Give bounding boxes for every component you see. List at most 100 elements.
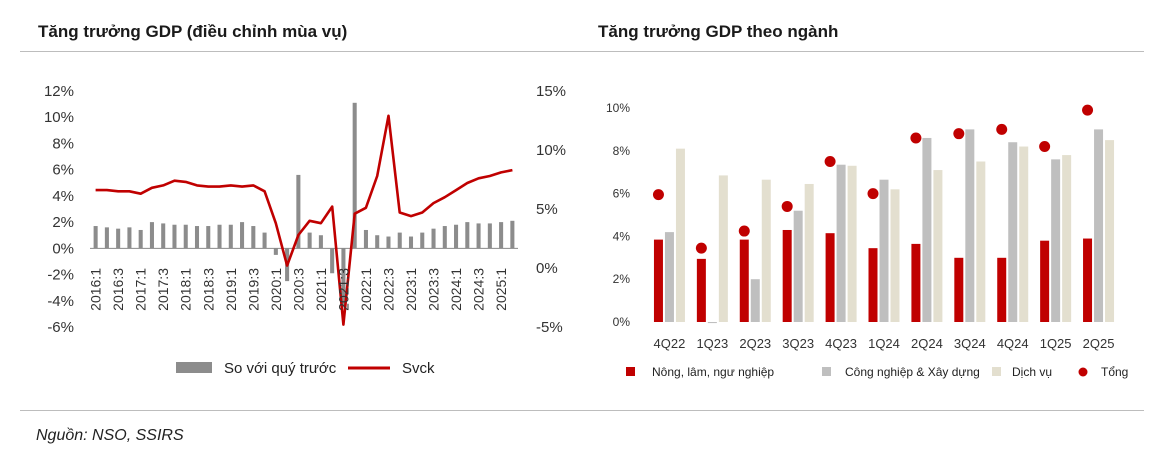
left-axis-tick-label: 0%: [52, 240, 74, 257]
legend-label-total: Tổng: [1101, 365, 1128, 379]
services-bar: [1105, 140, 1115, 322]
total-growth-dot: [824, 156, 836, 167]
right-axis-tick-label: 15%: [536, 83, 566, 100]
left-axis-tick-label: 2%: [52, 214, 74, 231]
legend-label-yoy: Svck: [402, 360, 435, 377]
industry-bar: [836, 164, 846, 322]
services-bar: [675, 148, 685, 322]
legend-swatch-qoq: [176, 362, 212, 373]
legend-swatch-industry: [822, 367, 831, 376]
agriculture-bar: [696, 258, 706, 322]
source-note: Nguồn: NSO, SSIRS: [36, 427, 184, 444]
total-growth-dot: [953, 128, 965, 140]
industry-bar: [793, 210, 803, 322]
x-axis-tick-label: 4Q24: [997, 336, 1029, 351]
qoq-bar: [194, 226, 200, 249]
x-axis-tick-label: 2018:3: [200, 268, 216, 311]
industry-bar: [879, 179, 889, 322]
agriculture-bar: [653, 239, 663, 322]
x-axis-tick-label: 2021:1: [313, 268, 329, 311]
x-axis-tick-label: 2020:3: [290, 268, 306, 311]
qoq-bar: [127, 227, 132, 249]
gdp-seasonally-adjusted-chart: 12% 10% 8% 6% 4% 2% 0% -2% -4% -6% 15% 10% 5% 0% -5% 20…: [44, 83, 566, 377]
qoq-bar: [318, 235, 323, 249]
y-axis-tick-label: 0%: [613, 315, 631, 329]
qoq-bar: [375, 235, 380, 249]
x-axis-tick-label: 2017:3: [155, 268, 171, 311]
qoq-bar: [352, 102, 357, 249]
qoq-bar: [93, 226, 98, 249]
y-axis-tick-label: 6%: [613, 187, 631, 201]
x-axis-tick-label: 2024:1: [448, 268, 464, 311]
left-axis-tick-label: 4%: [52, 188, 74, 205]
industry-bar: [707, 322, 717, 324]
qoq-bar: [476, 223, 481, 249]
x-axis-tick-label: 2022:3: [380, 268, 396, 311]
qoq-bar: [183, 224, 188, 249]
qoq-bar: [465, 222, 470, 249]
total-growth-dot: [910, 132, 922, 144]
industry-bar: [750, 279, 760, 322]
header-divider: [20, 51, 1144, 52]
right-axis-tick-label: -5%: [536, 319, 563, 336]
x-axis-tick-label: 2023:3: [426, 268, 442, 311]
qoq-bar: [251, 226, 256, 249]
x-axis-tick-label: 3Q24: [954, 336, 986, 351]
qoq-bar: [487, 223, 492, 249]
qoq-bar: [363, 229, 368, 249]
legend-swatch-services: [992, 367, 1001, 376]
qoq-bar: [104, 227, 109, 249]
left-axis-tick-label: -4%: [47, 293, 74, 310]
y-axis-tick-label: 8%: [613, 144, 631, 158]
industry-bar: [1008, 142, 1018, 322]
qoq-bar: [420, 232, 425, 249]
yoy-line: [95, 114, 513, 326]
legend-label-qoq: So với quý trước: [224, 360, 337, 377]
x-axis-tick-label: 2022:1: [358, 268, 374, 311]
qoq-bar: [307, 232, 312, 249]
x-axis-tick-label: 2023:1: [403, 268, 419, 311]
industry-bar: [1094, 129, 1104, 322]
qoq-bar: [172, 224, 177, 249]
right-axis-tick-label: 10%: [536, 142, 566, 159]
agriculture-bar: [954, 257, 964, 322]
agriculture-bar: [1083, 238, 1093, 322]
qoq-bar: [206, 226, 211, 249]
services-bar: [1019, 146, 1029, 322]
services-bar: [718, 175, 728, 322]
x-axis-tick-label: 2016:1: [88, 268, 104, 311]
services-bar: [1062, 155, 1072, 322]
left-axis-tick-label: 12%: [44, 83, 74, 100]
legend-swatch-agriculture: [626, 367, 635, 376]
total-growth-dot: [652, 189, 664, 201]
agriculture-bar: [782, 229, 792, 322]
agriculture-bar: [911, 243, 921, 322]
qoq-bar: [149, 222, 154, 249]
x-axis-tick-label: 2021:3: [335, 268, 351, 311]
footer-divider: [20, 410, 1144, 411]
left-axis-tick-label: 10%: [44, 109, 74, 126]
y-axis-tick-label: 2%: [613, 272, 631, 286]
legend-swatch-total: [1078, 367, 1088, 377]
x-axis-tick-label: 2Q24: [911, 336, 943, 351]
x-axis-tick-label: 1Q24: [868, 336, 900, 351]
total-growth-dot: [738, 225, 750, 237]
x-axis-tick-label: 1Q23: [696, 336, 728, 351]
qoq-bar: [341, 248, 346, 308]
qoq-bar: [330, 248, 335, 274]
services-bar: [761, 179, 771, 322]
x-axis-tick-label: 2018:1: [178, 268, 194, 311]
total-growth-dot: [996, 123, 1008, 135]
x-axis-tick-label: 2020:1: [268, 268, 284, 311]
agriculture-bar: [739, 239, 749, 322]
left-axis-tick-label: -6%: [47, 319, 74, 336]
qoq-bar: [262, 232, 267, 249]
services-bar: [847, 165, 857, 322]
qoq-bar: [397, 232, 402, 249]
total-growth-dot: [867, 188, 879, 200]
qoq-bar: [240, 222, 245, 249]
x-axis-tick-label: 2017:1: [133, 268, 149, 311]
qoq-bar: [499, 222, 504, 249]
industry-bar: [922, 137, 932, 322]
right-axis-tick-label: 0%: [536, 260, 558, 277]
